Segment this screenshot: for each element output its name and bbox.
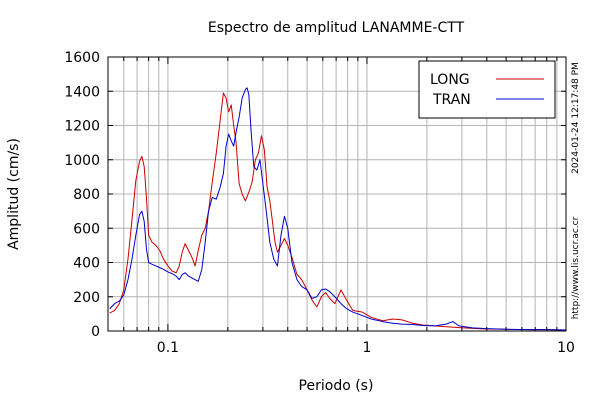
- legend-box: [418, 60, 556, 119]
- timestamp-label: 2024-01-24 12:17:48 PM: [571, 62, 581, 174]
- chart-title: Espectro de amplitud LANAMME-CTT: [208, 20, 465, 36]
- x-tick-label: 1: [362, 340, 371, 356]
- legend-label-tran: TRAN: [432, 92, 471, 108]
- x-axis-label: Periodo (s): [299, 378, 374, 394]
- y-tick-label: 1000: [64, 153, 100, 169]
- url-label: http://www.lis.ucr.ac.cr: [571, 216, 581, 319]
- y-axis-label: Amplitud (cm/s): [6, 138, 22, 250]
- grid: [108, 57, 566, 331]
- y-tick-label: 1200: [64, 119, 100, 135]
- legend: LONG TRAN: [418, 60, 556, 119]
- series-line-long: [109, 92, 567, 331]
- x-tick-label: 0.1: [157, 340, 179, 356]
- y-tick-label: 1400: [64, 84, 100, 100]
- axis-ticks: 0 200 400 600 800 1000 1200 1400 1600 0.1 1 10: [64, 50, 575, 356]
- series-layer: [109, 87, 567, 331]
- legend-label-long: LONG: [430, 72, 470, 88]
- series-line-tran: [109, 87, 567, 331]
- y-tick-label: 400: [73, 256, 100, 272]
- y-tick-label: 200: [73, 290, 100, 306]
- y-tick-label: 1600: [64, 50, 100, 66]
- y-tick-label: 0: [91, 324, 100, 340]
- y-tick-label: 800: [73, 187, 100, 203]
- x-tick-label: 10: [557, 340, 575, 356]
- y-tick-label: 600: [73, 221, 100, 237]
